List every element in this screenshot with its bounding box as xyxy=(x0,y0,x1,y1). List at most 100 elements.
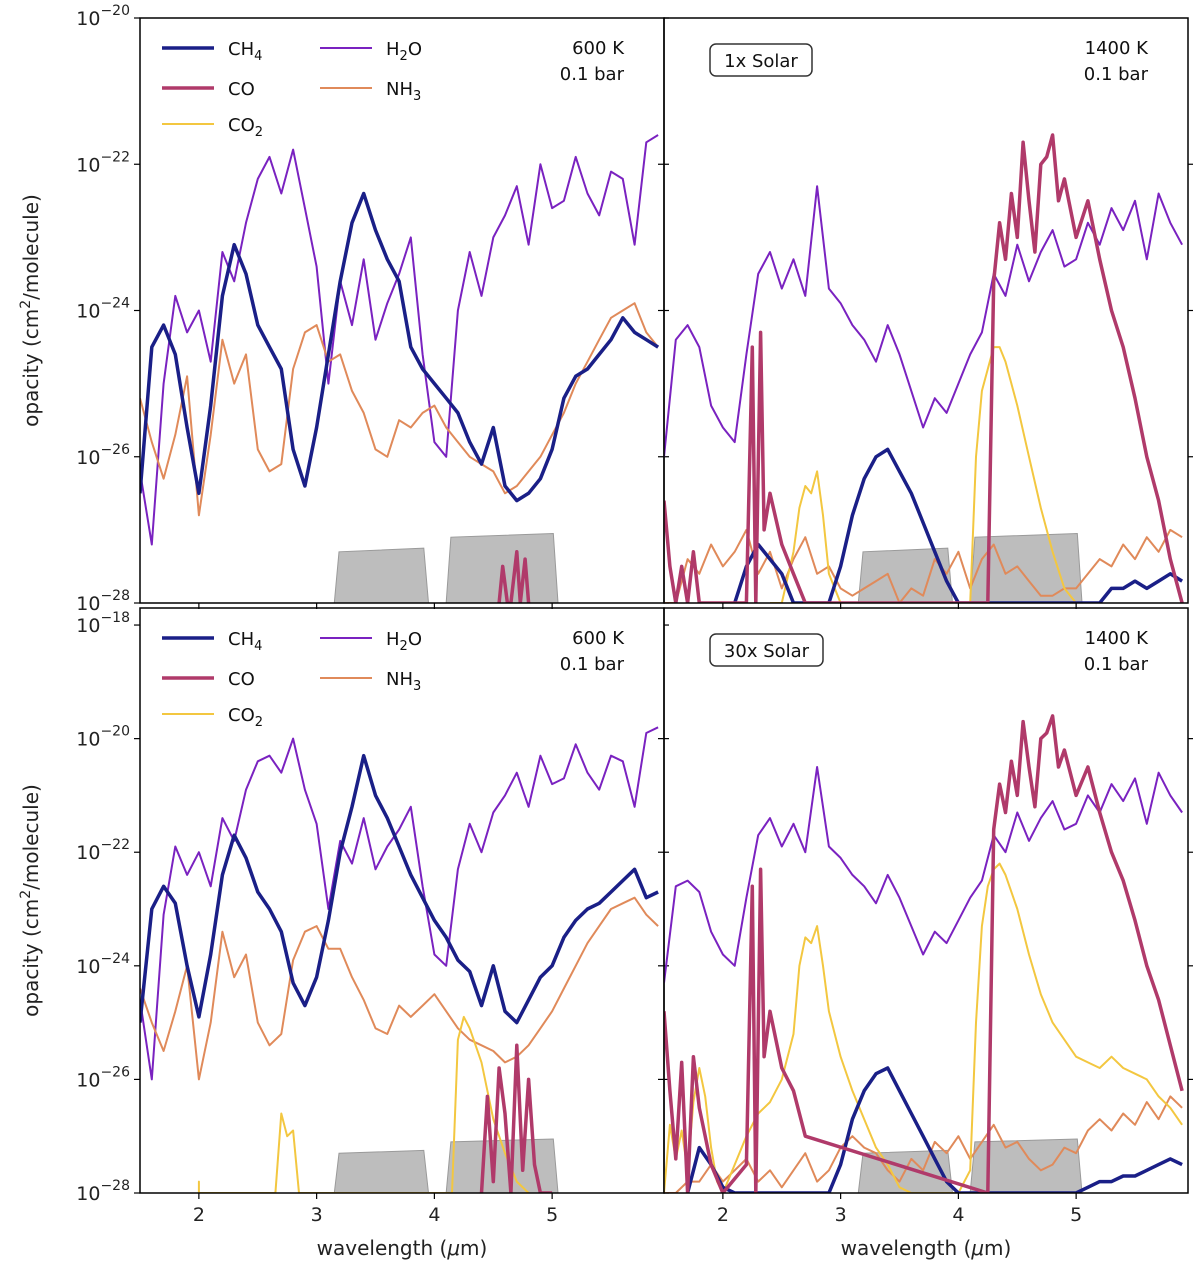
legend-subscript: 2 xyxy=(400,639,408,654)
y-tick-exponent: −24 xyxy=(100,296,130,312)
series-line-co2 xyxy=(664,862,1183,1193)
panel-bottom-right: 2 3 4 5 wavelength (μm) 1400 K 0.1 bar 30x Sola… xyxy=(658,607,1193,1260)
plot-area xyxy=(140,726,659,1193)
legend-text-part: CO xyxy=(228,669,255,690)
y-tick-exponent: −26 xyxy=(100,1064,130,1080)
series-line-nh3 xyxy=(664,528,1183,603)
legend-subscript: 2 xyxy=(255,125,263,140)
y-tick-exponent: −28 xyxy=(100,588,130,604)
y-tick-label: 10−22 xyxy=(76,837,130,864)
legend-text-part: CH xyxy=(228,39,254,60)
condition-annotation: 0.1 bar xyxy=(1084,64,1149,85)
y-label-part: opacity (cm xyxy=(19,309,43,427)
legend-text-part: CO xyxy=(228,705,255,726)
y-axis-label: opacity (cm2/molecule) xyxy=(18,784,43,1017)
legend-label: CH4 xyxy=(228,629,262,654)
condition-annotation: 0.1 bar xyxy=(1084,654,1149,675)
y-tick-label: 10−24 xyxy=(76,296,130,323)
y-tick-exponent: −28 xyxy=(100,1178,130,1194)
x-label-part: m) xyxy=(984,1236,1011,1260)
x-tick-label: 4 xyxy=(952,1204,964,1226)
panel-bottom-left: 2 3 4 5 10−28 10−26 10−24 10−22 10−20 10−18 opacit… xyxy=(18,607,669,1260)
series-line-h2o xyxy=(664,766,1183,984)
y-tick-exponent: −18 xyxy=(100,610,130,626)
panel-frame xyxy=(663,607,1189,1194)
filter-band xyxy=(333,1149,429,1193)
filter-band xyxy=(969,1138,1083,1193)
y-tick-exponent: −22 xyxy=(100,837,130,853)
legend-text-tail: O xyxy=(408,629,422,650)
plot-area xyxy=(664,133,1184,603)
x-tick-label: 2 xyxy=(717,1204,729,1226)
x-tick-label: 3 xyxy=(835,1204,847,1226)
y-tick-exponent: −22 xyxy=(100,149,130,165)
legend-text-part: H xyxy=(386,39,400,60)
plot-area xyxy=(664,714,1184,1193)
series-line-co2 xyxy=(197,1015,530,1193)
x-label-mu: μ xyxy=(446,1236,460,1260)
legend-label: CO xyxy=(228,79,255,100)
y-label-sup: 2 xyxy=(18,890,34,899)
series-line-nh3 xyxy=(140,302,659,517)
series-line-h2o xyxy=(140,726,659,1081)
y-tick-label: 10−28 xyxy=(76,1178,130,1205)
x-label-mu: μ xyxy=(970,1236,984,1260)
legend-text-part: CH xyxy=(228,629,254,650)
legend-text-part: CO xyxy=(228,115,255,136)
x-tick-label: 4 xyxy=(428,1204,440,1226)
series-line-ch4 xyxy=(733,447,1184,603)
y-label-part: opacity (cm xyxy=(19,899,43,1017)
y-label-sup: 2 xyxy=(18,300,34,309)
panel-top-right: 1400 K 0.1 bar 1x Solar xyxy=(658,17,1193,609)
x-tick-label: 5 xyxy=(546,1204,558,1226)
x-tick-label: 3 xyxy=(311,1204,323,1226)
series-line-co xyxy=(479,1043,553,1193)
plot-area xyxy=(140,134,660,603)
series-line-nh3 xyxy=(140,896,659,1081)
y-tick-exponent: −24 xyxy=(100,951,130,967)
y-tick-label: 10−20 xyxy=(76,3,130,30)
y-tick-exponent: −20 xyxy=(100,724,130,740)
condition-annotation: 1400 K xyxy=(1085,38,1150,59)
x-axis-label: wavelength (μm) xyxy=(317,1236,488,1260)
legend-text-part: CO xyxy=(228,79,255,100)
x-label-part: wavelength ( xyxy=(317,1236,448,1260)
series-line-nh3 xyxy=(664,1095,1183,1193)
series-line-ch4 xyxy=(685,1066,1183,1193)
series-line-h2o xyxy=(664,185,1183,457)
y-tick-exponent: −26 xyxy=(100,442,130,458)
legend-subscript: 2 xyxy=(400,49,408,64)
filter-band xyxy=(857,547,953,603)
legend-text-tail: O xyxy=(408,39,422,60)
series-line-co xyxy=(664,133,1184,603)
filter-band xyxy=(969,533,1083,603)
y-tick-label: 10−20 xyxy=(76,724,130,751)
y-axis-label: opacity (cm2/molecule) xyxy=(18,194,43,427)
series-line-h2o xyxy=(140,134,659,546)
legend-text-part: NH xyxy=(386,79,413,100)
metallicity-box xyxy=(709,43,813,77)
legend-label: CO2 xyxy=(228,705,263,730)
x-label-part: m) xyxy=(460,1236,487,1260)
condition-annotation: 600 K xyxy=(572,628,625,649)
metallicity-label: 30x Solar xyxy=(724,641,810,662)
series-line-co xyxy=(497,550,531,603)
legend-text-part: NH xyxy=(386,669,413,690)
y-label-part: /molecule) xyxy=(19,784,43,890)
legend-subscript: 2 xyxy=(255,715,263,730)
y-tick-label: 10−22 xyxy=(76,149,130,176)
x-tick-label: 2 xyxy=(193,1204,205,1226)
legend-label: CO xyxy=(228,669,255,690)
series-line-co2 xyxy=(770,346,1077,603)
series-line-ch4 xyxy=(140,753,659,1025)
legend-subscript: 3 xyxy=(413,679,421,694)
legend-subscript: 3 xyxy=(413,89,421,104)
x-axis-label: wavelength (μm) xyxy=(841,1236,1012,1260)
y-tick-label: 10−26 xyxy=(76,442,130,469)
legend-label: H2O xyxy=(386,39,422,64)
x-tick-label: 5 xyxy=(1070,1204,1082,1226)
legend-label: CO2 xyxy=(228,115,263,140)
condition-annotation: 600 K xyxy=(572,38,625,59)
